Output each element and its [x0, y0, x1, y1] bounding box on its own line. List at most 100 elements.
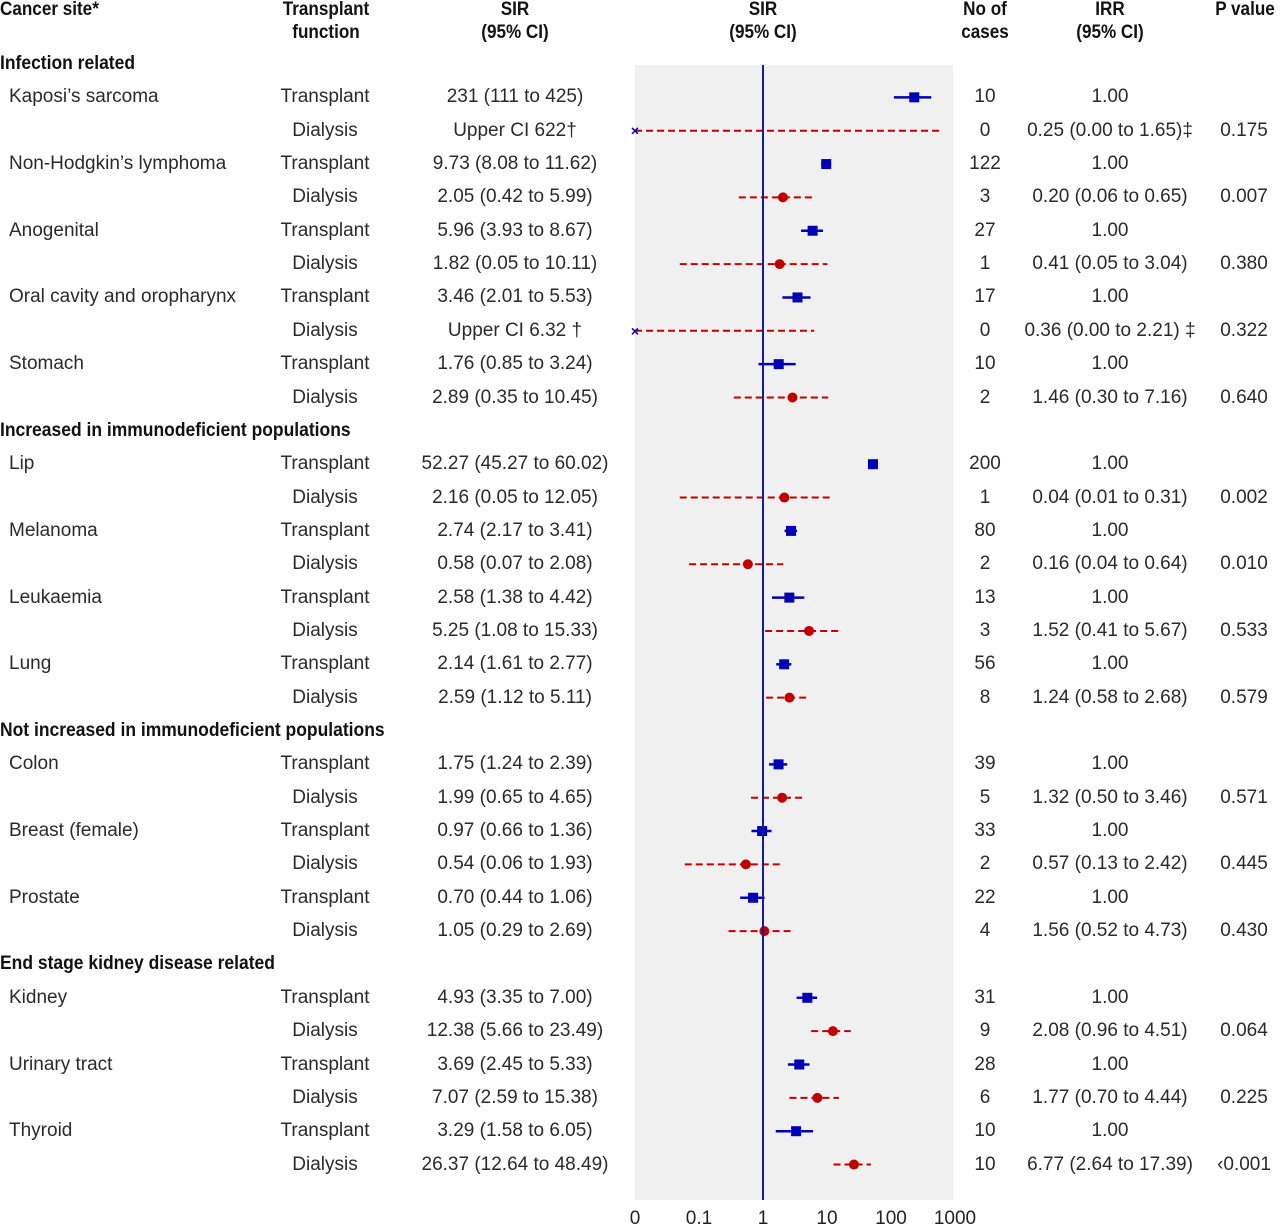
point-estimate-dot-dialysis [779, 493, 789, 503]
cases-count: 28 [955, 1053, 1015, 1077]
x-tick-label: 10 [797, 1207, 857, 1231]
transplant-function-label: Transplant [250, 519, 400, 543]
irr-ci-text: 0.25 (0.00 to 1.65)‡ [1010, 119, 1210, 143]
point-estimate-square-transplant [748, 893, 758, 903]
header-transplant-function: Transplant function [263, 0, 389, 44]
point-estimate-square-transplant [909, 92, 919, 102]
point-estimate-dot-dialysis [784, 693, 794, 703]
header-irr: IRR (95% CI) [1056, 0, 1164, 44]
p-value: 0.533 [1208, 619, 1280, 643]
x-tick-label: 100 [861, 1207, 921, 1231]
sir-ci-text: 2.05 (0.42 to 5.99) [405, 185, 625, 209]
irr-ci-text: 1.00 [1010, 152, 1210, 176]
sir-ci-text: 0.58 (0.07 to 2.08) [405, 552, 625, 576]
header-sir-plot-line2: (95% CI) [700, 21, 826, 44]
point-estimate-dot-dialysis [778, 192, 788, 202]
header-sir-plot: SIR (95% CI) [700, 0, 826, 44]
irr-ci-text: 0.41 (0.05 to 3.04) [1010, 252, 1210, 276]
sir-ci-text: 1.75 (1.24 to 2.39) [405, 752, 625, 776]
p-value: 0.640 [1208, 386, 1280, 410]
sir-ci-text: 0.97 (0.66 to 1.36) [405, 819, 625, 843]
cases-count: 10 [955, 1153, 1015, 1177]
transplant-function-label: Transplant [250, 352, 400, 376]
sir-ci-text: 1.99 (0.65 to 4.65) [405, 786, 625, 810]
irr-ci-text: 1.00 [1010, 352, 1210, 376]
transplant-function-label: Transplant [250, 586, 400, 610]
point-estimate-square-transplant [791, 1126, 801, 1136]
p-value: 0.225 [1208, 1086, 1280, 1110]
cases-count: 4 [955, 919, 1015, 943]
p-value: 0.380 [1208, 252, 1280, 276]
cancer-site-label: Urinary tract [9, 1053, 112, 1077]
point-estimate-square-transplant [793, 292, 803, 302]
sir-ci-text: 0.54 (0.06 to 1.93) [405, 852, 625, 876]
cancer-site-label: Colon [9, 752, 59, 776]
point-estimate-dot-dialysis [775, 259, 785, 269]
transplant-function-label: Transplant [250, 152, 400, 176]
irr-ci-text: 1.56 (0.52 to 4.73) [1010, 919, 1210, 943]
transplant-function-label: Dialysis [250, 686, 400, 710]
point-estimate-square-transplant [808, 226, 818, 236]
transplant-function-label: Dialysis [250, 1086, 400, 1110]
transplant-function-label: Dialysis [250, 1019, 400, 1043]
point-estimate-dot-dialysis [812, 1093, 822, 1103]
p-value: 0.010 [1208, 552, 1280, 576]
sir-ci-text: Upper CI 622† [405, 119, 625, 143]
transplant-function-label: Dialysis [250, 786, 400, 810]
transplant-function-label: Dialysis [250, 319, 400, 343]
cases-count: 33 [955, 819, 1015, 843]
irr-ci-text: 1.00 [1010, 219, 1210, 243]
cancer-site-label: Anogenital [9, 219, 99, 243]
p-value: 0.002 [1208, 486, 1280, 510]
transplant-function-label: Transplant [250, 219, 400, 243]
header-irr-line1: IRR [1056, 0, 1164, 21]
cases-count: 6 [955, 1086, 1015, 1110]
cancer-site-label: Melanoma [9, 519, 98, 543]
cancer-site-label: Non-Hodgkin’s lymphoma [9, 152, 226, 176]
transplant-function-label: Dialysis [250, 185, 400, 209]
group-header: Infection related [0, 52, 135, 76]
irr-ci-text: 1.32 (0.50 to 3.46) [1010, 786, 1210, 810]
cases-count: 80 [955, 519, 1015, 543]
cases-count: 56 [955, 652, 1015, 676]
transplant-function-label: Dialysis [250, 552, 400, 576]
header-cases: No of cases [949, 0, 1021, 44]
transplant-function-label: Transplant [250, 752, 400, 776]
irr-ci-text: 1.00 [1010, 1053, 1210, 1077]
transplant-function-label: Dialysis [250, 119, 400, 143]
cases-count: 2 [955, 552, 1015, 576]
point-estimate-dot-dialysis [787, 393, 797, 403]
cancer-site-label: Oral cavity and oropharynx [9, 285, 236, 309]
transplant-function-label: Dialysis [250, 386, 400, 410]
sir-ci-text: 231 (111 to 425) [405, 85, 625, 109]
header-sir-text: SIR (95% CI) [452, 0, 578, 44]
cancer-site-label: Leukaemia [9, 586, 102, 610]
sir-ci-text: 3.46 (2.01 to 5.53) [405, 285, 625, 309]
header-p-value: P value [1205, 0, 1280, 21]
irr-ci-text: 1.00 [1010, 886, 1210, 910]
point-estimate-dot-dialysis [777, 793, 787, 803]
cases-count: 1 [955, 252, 1015, 276]
sir-ci-text: 9.73 (8.08 to 11.62) [405, 152, 625, 176]
p-value: ‹0.001 [1208, 1153, 1280, 1177]
sir-ci-text: 1.05 (0.29 to 2.69) [405, 919, 625, 943]
cases-count: 1 [955, 486, 1015, 510]
x-tick-label: 0 [605, 1207, 665, 1231]
sir-ci-text: 3.29 (1.58 to 6.05) [405, 1119, 625, 1143]
irr-ci-text: 0.20 (0.06 to 0.65) [1010, 185, 1210, 209]
irr-ci-text: 1.00 [1010, 586, 1210, 610]
sir-ci-text: Upper CI 6.32 † [405, 319, 625, 343]
cases-count: 22 [955, 886, 1015, 910]
plot-background [635, 65, 953, 1200]
sir-ci-text: 2.14 (1.61 to 2.77) [405, 652, 625, 676]
p-value: 0.579 [1208, 686, 1280, 710]
irr-ci-text: 1.00 [1010, 285, 1210, 309]
group-header: Not increased in immunodeficient populat… [0, 719, 385, 743]
x-tick-label: 0.1 [669, 1207, 729, 1231]
sir-ci-text: 2.58 (1.38 to 4.42) [405, 586, 625, 610]
irr-ci-text: 1.00 [1010, 519, 1210, 543]
cases-count: 0 [955, 119, 1015, 143]
header-cases-line2: cases [949, 21, 1021, 44]
p-value: 0.064 [1208, 1019, 1280, 1043]
cases-count: 3 [955, 185, 1015, 209]
